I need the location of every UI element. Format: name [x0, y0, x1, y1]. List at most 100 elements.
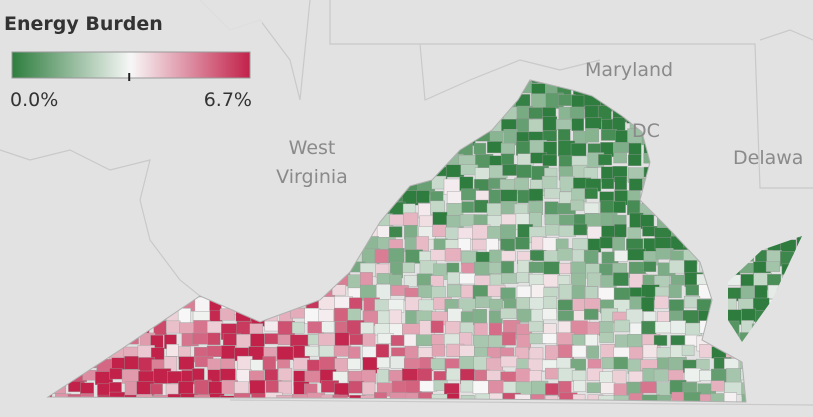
tract [348, 346, 361, 360]
tract [475, 296, 492, 308]
tract [177, 308, 191, 323]
tract [601, 178, 615, 190]
tract [516, 118, 531, 134]
tract [304, 307, 321, 324]
tract [656, 311, 671, 323]
tract [654, 321, 673, 334]
tract [473, 142, 487, 155]
tract [668, 369, 684, 382]
tract [544, 188, 561, 199]
tract [334, 332, 350, 347]
tract [570, 272, 586, 287]
tract [264, 333, 279, 345]
legend-gradient [11, 51, 251, 79]
tract [401, 368, 419, 382]
tract [500, 224, 516, 240]
tract [318, 309, 334, 322]
tract [571, 370, 587, 381]
tract [487, 141, 503, 154]
tract [628, 154, 642, 166]
tract [629, 346, 643, 360]
tract [447, 284, 462, 298]
tract [613, 356, 628, 370]
tract [237, 355, 253, 371]
tract [430, 320, 444, 334]
tract [528, 273, 544, 287]
tract [349, 297, 363, 311]
tract [528, 188, 544, 202]
tract [388, 309, 402, 326]
tract [304, 370, 321, 383]
tract [545, 224, 560, 236]
tract [431, 344, 446, 357]
tract [585, 286, 598, 299]
tract [573, 223, 588, 236]
place-label: DC [632, 120, 660, 142]
tract [529, 250, 547, 261]
tract [641, 296, 655, 312]
tract [516, 285, 532, 299]
tract [642, 344, 658, 359]
tract [219, 308, 235, 321]
tract [725, 368, 742, 383]
tract [319, 356, 337, 370]
place-label: Virginia [276, 166, 348, 188]
tract [264, 320, 281, 332]
tract [418, 284, 433, 299]
tract [640, 381, 657, 394]
tract [250, 333, 265, 347]
tract [570, 261, 586, 274]
tract [416, 190, 430, 204]
tract [430, 275, 444, 287]
tract [542, 116, 558, 131]
tract [347, 274, 362, 291]
tract [600, 382, 616, 394]
tract [402, 262, 415, 273]
tract [627, 200, 641, 216]
tract [249, 379, 266, 395]
tract [278, 367, 293, 381]
tract [430, 358, 446, 370]
tract [710, 380, 725, 392]
tract [321, 321, 335, 333]
tract [613, 272, 629, 286]
tract [754, 285, 768, 299]
tract [124, 356, 139, 370]
tract [334, 321, 349, 335]
tract [459, 176, 474, 191]
tract [668, 284, 682, 299]
tract [670, 320, 687, 334]
tract [374, 249, 390, 264]
tract [599, 332, 614, 343]
tract [669, 259, 687, 274]
tract [544, 395, 559, 402]
tract [388, 248, 405, 264]
tract [376, 369, 390, 385]
tract [612, 142, 630, 153]
tract [555, 119, 572, 130]
tract [457, 237, 471, 251]
tract [111, 357, 127, 370]
tract [500, 189, 518, 202]
tract [262, 356, 276, 371]
tract [586, 382, 602, 394]
tract [558, 106, 572, 122]
tract [500, 308, 517, 319]
tract [166, 344, 179, 357]
tract [558, 225, 576, 237]
tract [628, 142, 642, 157]
tract [573, 380, 587, 392]
tract [600, 129, 617, 141]
tract [613, 200, 626, 214]
tract [473, 214, 489, 225]
tract [501, 250, 516, 262]
tract [723, 392, 737, 402]
tract [360, 272, 373, 286]
tract [600, 343, 615, 359]
tract [461, 201, 475, 213]
tract [375, 344, 390, 360]
tract [445, 321, 460, 335]
tract [557, 128, 571, 142]
tract [569, 106, 585, 119]
tract [446, 368, 462, 381]
